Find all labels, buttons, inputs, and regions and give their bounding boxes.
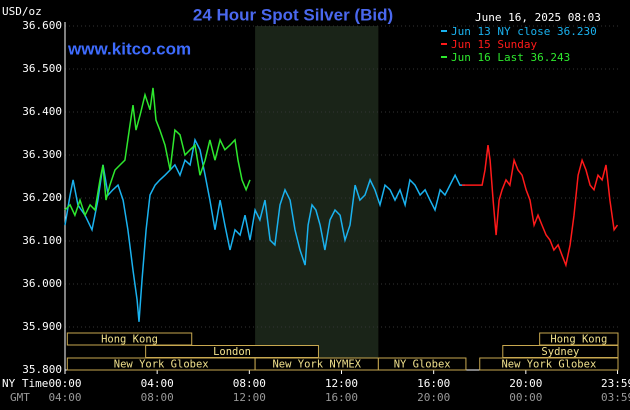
session-label: New York Globex xyxy=(114,359,209,371)
x-tick-label: 12:00 xyxy=(325,377,358,390)
y-tick-label: 36.100 xyxy=(22,234,62,247)
y-tick-label: 36.400 xyxy=(22,105,62,118)
session-label: New York NYMEX xyxy=(272,359,361,371)
gmt-tick-label: 00:00 xyxy=(509,391,542,404)
y-tick-label: 36.000 xyxy=(22,277,62,290)
x-tick-label: 23:59 xyxy=(601,377,630,390)
gmt-tick-label: 03:59 xyxy=(601,391,630,404)
gmt-tick-label: 04:00 xyxy=(48,391,81,404)
y-tick-label: 35.800 xyxy=(22,363,62,376)
website: www.kitco.com xyxy=(67,39,191,58)
session-label: Hong Kong xyxy=(550,334,607,346)
legend-swatch xyxy=(441,56,447,58)
x-tick-label: 08:00 xyxy=(233,377,266,390)
y-tick-label: 35.900 xyxy=(22,320,62,333)
x-tick-label: 04:00 xyxy=(141,377,174,390)
timestamp: June 16, 2025 08:03 xyxy=(475,11,601,24)
x-tick-label: 00:00 xyxy=(48,377,81,390)
session-bar xyxy=(479,357,619,371)
gmt-tick-label: 12:00 xyxy=(233,391,266,404)
legend-swatch xyxy=(441,43,447,45)
session-label: New York Globex xyxy=(501,359,596,371)
y-tick-label: 36.600 xyxy=(22,19,62,32)
legend-label: Jun 13 NY close 36.230 xyxy=(451,25,597,38)
session-label: London xyxy=(213,346,251,358)
gmt-tick-label: 08:00 xyxy=(141,391,174,404)
legend-label: Jun 15 Sunday xyxy=(451,38,537,51)
x2-axis-label: GMT xyxy=(10,391,30,404)
y-axis-label: USD/oz xyxy=(2,5,42,18)
y-tick-label: 36.200 xyxy=(22,191,62,204)
y-tick-label: 36.300 xyxy=(22,148,62,161)
x-tick-label: 16:00 xyxy=(417,377,450,390)
gmt-tick-label: 16:00 xyxy=(325,391,358,404)
legend-swatch xyxy=(441,30,447,32)
legend-label: Jun 16 Last 36.243 xyxy=(451,51,570,64)
price-line xyxy=(64,87,251,218)
x-axis-label: NY Time xyxy=(2,377,48,390)
session-bar xyxy=(377,357,467,371)
session-label: Sydney xyxy=(541,346,579,358)
session-label: Hong Kong xyxy=(101,334,158,346)
session-label: NY Globex xyxy=(394,359,451,371)
price-line xyxy=(64,137,465,322)
y-tick-label: 36.500 xyxy=(22,62,62,75)
x-tick-label: 20:00 xyxy=(509,377,542,390)
session-bar xyxy=(66,332,193,346)
price-line xyxy=(462,144,619,268)
gmt-tick-label: 20:00 xyxy=(417,391,450,404)
chart-title: 24 Hour Spot Silver (Bid) xyxy=(193,5,393,24)
